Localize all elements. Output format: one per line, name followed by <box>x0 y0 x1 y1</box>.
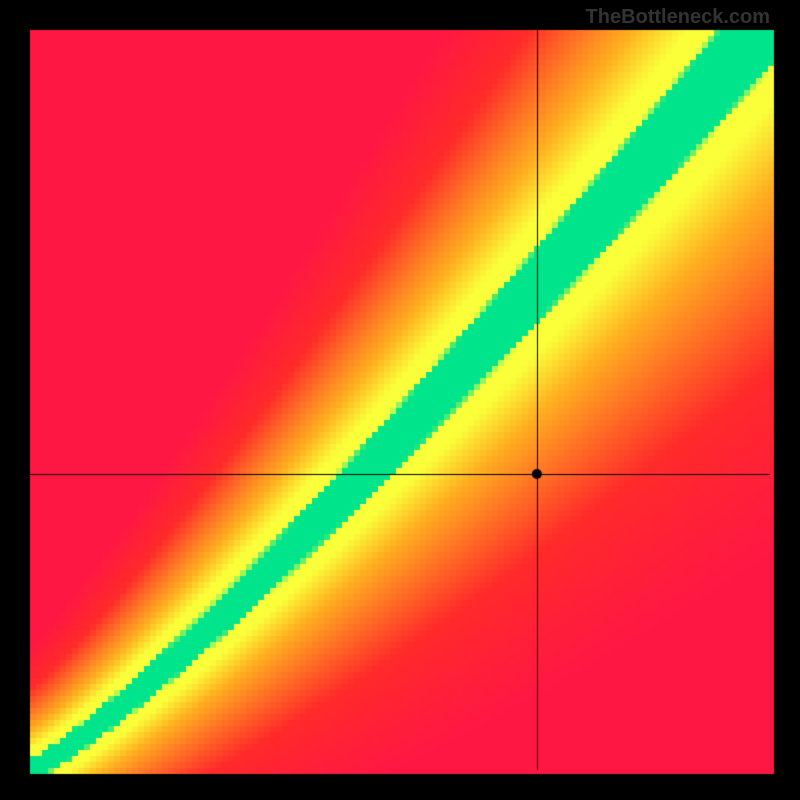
watermark-text: TheBottleneck.com <box>586 6 770 29</box>
bottleneck-heatmap <box>0 0 800 800</box>
